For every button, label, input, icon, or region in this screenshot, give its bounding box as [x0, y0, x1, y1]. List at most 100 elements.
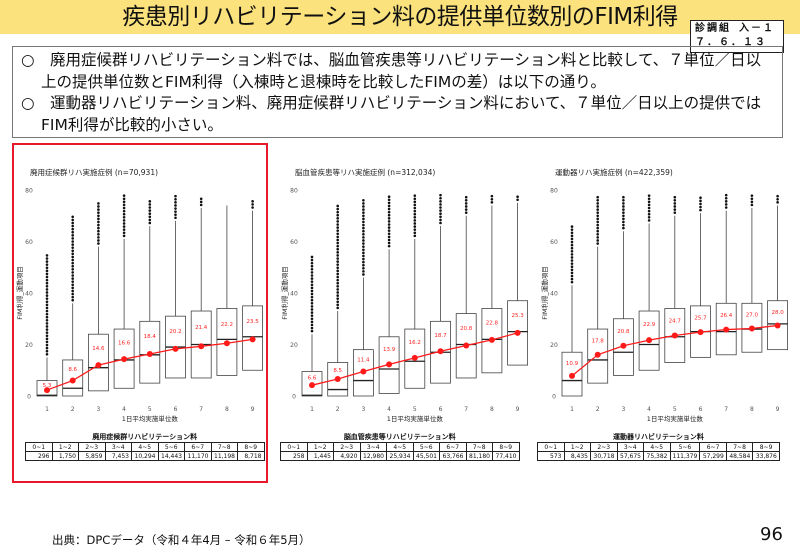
outlier-point: [45, 291, 49, 294]
outlier-point: [310, 311, 314, 314]
outlier-point: [71, 268, 74, 271]
mean-point: [360, 368, 367, 375]
outlier-point: [148, 209, 152, 212]
outlier-point: [673, 199, 677, 202]
mean-point: [411, 354, 418, 361]
outlier-point: [336, 235, 339, 239]
outlier-point: [622, 202, 625, 205]
outlier-point: [464, 199, 468, 202]
outlier-point: [310, 314, 314, 317]
outlier-point: [336, 281, 339, 285]
x-tick-label: 4: [122, 406, 126, 413]
x-tick-label: 5: [413, 406, 417, 413]
outlier-point: [122, 219, 126, 222]
outlier-point: [45, 306, 49, 310]
outlier-point: [71, 218, 74, 222]
outlier-point: [336, 220, 339, 223]
outlier-point: [336, 244, 339, 248]
table-value-cell: 63,766: [439, 451, 467, 461]
document-badge: 診調組 入－１ ７．６．１３: [690, 20, 784, 53]
table-header-cell: 1~2: [51, 442, 79, 452]
outlier-point: [71, 274, 74, 277]
outlier-point: [596, 236, 599, 239]
table-value-cell: 5,859: [78, 451, 106, 461]
outlier-point: [71, 255, 74, 259]
outlier-point: [362, 229, 365, 233]
outlier-point: [310, 283, 314, 287]
outlier-point: [336, 247, 339, 251]
outlier-point: [174, 194, 177, 198]
outlier-point: [71, 240, 74, 243]
outlier-point: [122, 222, 126, 225]
mean-label: 10.9: [566, 361, 579, 367]
outlier-point: [622, 214, 625, 218]
mean-label: 20.8: [617, 329, 630, 335]
outlier-point: [71, 280, 74, 283]
outlier-point: [570, 253, 574, 256]
mean-point: [95, 362, 102, 369]
y-axis-label: FIM利得_運動項目: [540, 266, 549, 320]
table-value-cell: 77,410: [492, 451, 520, 461]
table-header-cell: 2~3: [78, 442, 106, 452]
outlier-point: [45, 349, 49, 353]
outlier-point: [97, 229, 100, 233]
outlier-point: [596, 220, 599, 224]
outlier-point: [310, 305, 314, 308]
outlier-point: [310, 329, 314, 333]
table-row: 0~1 1~2 2~3 3~4 4~5 5~6 6~7 7~8 8~9: [25, 442, 265, 452]
outlier-point: [97, 239, 100, 242]
table-row: 296 1,750 5,859 7,453 10,294 14,443 11,170 11,1…: [25, 451, 265, 461]
outlier-point: [464, 195, 468, 199]
outlier-point: [387, 244, 391, 248]
outlier-point: [413, 222, 417, 225]
mean-label: 27.0: [746, 313, 759, 319]
outlier-point: [148, 221, 152, 225]
outlier-point: [199, 203, 203, 207]
boxplot-chart: 廃用症候群リハ実施症例 (n=70,931) 0 20 40 60 80 FIM利得_運動項…: [15, 167, 264, 423]
outlier-point: [387, 217, 391, 220]
outlier-point: [699, 202, 702, 206]
outlier-point: [596, 208, 599, 211]
outlier-point: [362, 245, 365, 248]
count-table: 運動器リハビリテーション料 0~1 1~2 2~3 3~4 4~5 5~6 6~7 7~8 8~9…: [537, 433, 780, 461]
outlier-point: [570, 228, 574, 231]
mean-point: [146, 351, 153, 358]
y-tick-label: 0: [292, 394, 296, 401]
table-value-cell: 573: [537, 451, 565, 461]
outlier-point: [122, 194, 126, 197]
outlier-point: [413, 194, 417, 197]
outlier-point: [596, 226, 599, 230]
y-tick-label: 60: [550, 239, 558, 246]
outlier-point: [71, 261, 74, 265]
mean-label: 21.4: [195, 325, 208, 331]
outlier-point: [45, 325, 49, 328]
mean-point: [723, 326, 730, 333]
table-header-cell: 8~9: [752, 442, 780, 452]
outlier-point: [439, 212, 442, 215]
x-tick-label: 5: [148, 406, 152, 413]
outlier-point: [71, 289, 74, 293]
outlier-point: [310, 317, 314, 321]
outlier-point: [336, 204, 339, 208]
outlier-point: [570, 256, 574, 259]
count-table: 廃用症候群リハビリテーション料 0~1 1~2 2~3 3~4 4~5 5~6 6~7 7~8 8…: [25, 433, 265, 461]
mean-label: 5.3: [43, 383, 52, 389]
y-tick-label: 40: [550, 291, 558, 298]
outlier-point: [174, 210, 177, 213]
outlier-point: [413, 219, 417, 222]
x-tick-label: 3: [621, 406, 625, 413]
table-row: 0~1 1~2 2~3 3~4 4~5 5~6 6~7 7~8 8~9: [537, 442, 780, 452]
table-value-cell: 25,934: [386, 451, 414, 461]
mean-point: [121, 356, 128, 363]
outlier-point: [45, 337, 49, 341]
outlier-point: [622, 195, 625, 199]
outlier-point: [439, 218, 442, 222]
outlier-point: [199, 200, 203, 204]
outlier-point: [148, 215, 152, 219]
outlier-point: [362, 208, 365, 211]
outlier-point: [97, 223, 100, 227]
badge-line-1: 診調組 入－１: [695, 23, 776, 34]
x-tick-label: 2: [336, 406, 340, 413]
outlier-point: [71, 221, 74, 225]
outlier-point: [673, 211, 677, 214]
